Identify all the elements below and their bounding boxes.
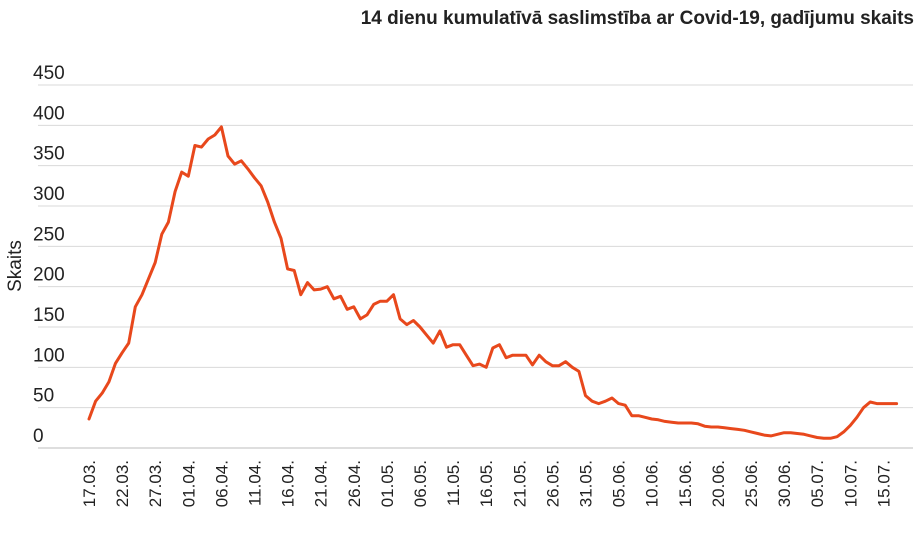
- x-tick-label: 26.05.: [543, 460, 562, 507]
- series-line-0: [87, 125, 899, 440]
- x-tick-label: 11.04.: [246, 460, 265, 506]
- y-tick-label-100: 100: [33, 345, 65, 366]
- y-tick-label-50: 50: [33, 386, 54, 407]
- x-tick-label: 30.06.: [775, 460, 794, 507]
- chart-title: 14 dienu kumulatīvā saslimstība ar Covid…: [360, 8, 914, 29]
- y-axis-label: Skaits: [5, 240, 26, 292]
- y-tick-label-350: 350: [33, 144, 65, 165]
- x-tick-label: 20.06.: [709, 460, 728, 507]
- x-tick-label: 16.05.: [477, 460, 496, 507]
- x-tick-label: 26.04.: [345, 460, 364, 507]
- x-tick-label: 25.06.: [742, 460, 761, 507]
- x-tick-label: 27.03.: [146, 460, 165, 507]
- y-tick-label-400: 400: [33, 103, 65, 124]
- x-tick-label: 22.03.: [113, 460, 132, 507]
- y-tick-label-0: 0: [33, 426, 44, 447]
- y-tick-label-250: 250: [33, 224, 65, 245]
- x-tick-label: 10.07.: [841, 460, 860, 507]
- x-tick-label: 06.04.: [212, 460, 231, 507]
- x-tick-label: 11.05.: [444, 460, 463, 506]
- x-tick-label: 16.04.: [279, 460, 298, 507]
- x-tick-label: 10.06.: [643, 460, 662, 507]
- x-tick-label: 15.06.: [676, 460, 695, 507]
- y-tick-label-450: 450: [33, 63, 65, 84]
- x-tick-label: 05.07.: [808, 460, 827, 507]
- x-tick-label: 05.06.: [610, 460, 629, 507]
- x-tick-label: 01.05.: [378, 460, 397, 507]
- y-tick-label-150: 150: [33, 305, 65, 326]
- x-tick-label: 31.05.: [577, 460, 596, 507]
- x-tick-label: 21.04.: [312, 460, 331, 507]
- x-tick-label: 17.03.: [80, 460, 99, 507]
- x-tick-label: 01.04.: [179, 460, 198, 507]
- x-tick-label: 06.05.: [411, 460, 430, 507]
- y-tick-label-200: 200: [33, 265, 65, 286]
- x-tick-label: 15.07.: [874, 460, 893, 507]
- y-tick-label-300: 300: [33, 184, 65, 205]
- x-tick-label: 21.05.: [510, 460, 529, 507]
